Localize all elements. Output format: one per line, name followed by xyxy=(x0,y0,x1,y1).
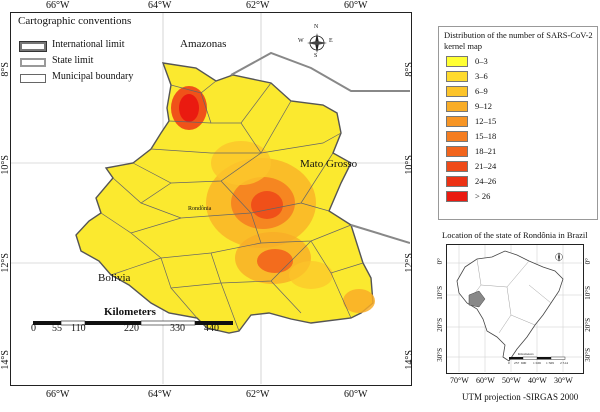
scale-label-55: 55 xyxy=(52,323,62,334)
inset-scale-label-257: 257 xyxy=(514,361,520,365)
legend-label: 21–24 xyxy=(475,161,497,171)
inset-title: Location of the state of Rondônia in Bra… xyxy=(442,230,588,240)
scale-label-330: 330 xyxy=(170,323,185,334)
tick-top-66w: 66°W xyxy=(46,0,70,11)
legend-label: 24–26 xyxy=(475,176,497,186)
inset-tick-bottom-60w: 60°W xyxy=(476,376,495,385)
tick-bottom-64w: 64°W xyxy=(148,389,172,400)
inset-scale-title: Kilometers xyxy=(518,352,534,356)
inset-tick-left-30s: 30°S xyxy=(436,348,444,362)
legend-label: 3–6 xyxy=(475,71,488,81)
compass-w: W xyxy=(298,38,304,44)
inset-tick-left-10s: 10°S xyxy=(436,286,444,300)
scale-label-0: 0 xyxy=(31,323,36,334)
inset-tick-bottom-40w: 40°W xyxy=(528,376,547,385)
international-limit-symbol xyxy=(19,41,47,52)
legend-title: Distribution of the number of SARS-CoV-2… xyxy=(444,30,593,51)
legend-swatch xyxy=(446,86,468,97)
tick-top-60w: 60°W xyxy=(344,0,368,11)
legend-swatch xyxy=(446,131,468,142)
label-amazonas: Amazonas xyxy=(180,38,227,50)
inset-tick-left-20s: 20°S xyxy=(436,318,444,332)
compass-rose-icon xyxy=(307,33,327,53)
inset-tick-bottom-50w: 50°W xyxy=(502,376,521,385)
municipal-boundaries xyxy=(100,80,364,332)
legend-swatch xyxy=(446,176,468,187)
inset-tick-right-20s: 20°S xyxy=(584,318,592,332)
inset-tick-right-30s: 30°S xyxy=(584,348,592,362)
inset-scale-bar xyxy=(509,356,566,360)
tick-bottom-66w: 66°W xyxy=(46,389,70,400)
inset-scale-label-1026: 1 026 xyxy=(533,361,541,365)
inset-tick-right-0: 0° xyxy=(584,258,592,265)
inset-compass-icon xyxy=(555,252,563,262)
legend-label: 6–9 xyxy=(475,86,488,96)
inset-scale-label-600: 600 xyxy=(521,361,527,365)
tick-left-10s: 10°S xyxy=(0,155,11,175)
label-mato-grosso: Mato Grosso xyxy=(300,158,358,170)
compass-s: S xyxy=(314,53,318,59)
legend-swatch xyxy=(446,56,468,67)
kernel-hotspots xyxy=(171,86,375,313)
tick-left-8s: 8°S xyxy=(0,62,11,77)
tick-bottom-60w: 60°W xyxy=(344,389,368,400)
inset-tick-left-0: 0° xyxy=(436,258,444,265)
legend-swatch xyxy=(446,71,468,82)
legend-label: > 26 xyxy=(475,191,491,201)
inset-scale-label-2514: 2 514 xyxy=(560,361,568,365)
state-limit-lines xyxy=(230,51,410,244)
tick-right-12s: 12°S xyxy=(404,253,415,273)
inset-brazil-map xyxy=(447,245,582,372)
scale-bar xyxy=(33,320,233,326)
compass-e: E xyxy=(329,38,333,44)
state-limit-symbol xyxy=(20,58,46,67)
legend-swatch xyxy=(446,191,468,202)
tick-right-8s: 8°S xyxy=(404,62,415,77)
legend-swatch xyxy=(446,161,468,172)
tick-top-62w: 62°W xyxy=(246,0,270,11)
inset-scale-label-1569: 1 569 xyxy=(546,361,554,365)
inset-tick-right-10s: 10°S xyxy=(584,286,592,300)
legend-label: 12–15 xyxy=(475,116,497,126)
scale-label-220: 220 xyxy=(124,323,139,334)
conventions-international: International limit xyxy=(52,39,125,50)
tick-left-12s: 12°S xyxy=(0,253,11,273)
projection-caption: UTM projection -SIRGAS 2000 xyxy=(462,392,579,402)
tick-right-14s: 14°S xyxy=(404,350,415,370)
inset-tick-bottom-30w: 30°W xyxy=(554,376,573,385)
tick-top-64w: 64°W xyxy=(148,0,172,11)
rondonia-kernel-map xyxy=(11,13,410,384)
brazil-outline xyxy=(456,250,564,362)
conventions-state: State limit xyxy=(52,55,94,66)
legend-swatch xyxy=(446,146,468,157)
tick-bottom-62w: 62°W xyxy=(246,389,270,400)
inset-tick-bottom-70w: 70°W xyxy=(450,376,469,385)
compass-n: N xyxy=(314,24,319,30)
legend-label: 15–18 xyxy=(475,131,497,141)
label-bolivia: Bolivia xyxy=(98,272,131,284)
tick-right-10s: 10°S xyxy=(404,155,415,175)
legend-swatch xyxy=(446,116,468,127)
municipal-boundary-symbol xyxy=(20,74,46,83)
rondonia-highlight xyxy=(468,290,486,308)
conventions-title: Cartographic conventions xyxy=(18,15,132,27)
legend-label: 0–3 xyxy=(475,56,488,66)
legend-label: 9–12 xyxy=(475,101,492,111)
tick-left-14s: 14°S xyxy=(0,350,11,370)
scale-label-110: 110 xyxy=(71,323,86,334)
inset-scale-label-0: 0 xyxy=(508,361,510,365)
scale-title: Kilometers xyxy=(104,306,156,318)
legend-label: 18–21 xyxy=(475,146,497,156)
label-rondonia: Rondônia xyxy=(188,206,212,212)
conventions-municipal: Municipal boundary xyxy=(52,71,134,82)
legend-swatch xyxy=(446,101,468,112)
scale-label-440: 440 xyxy=(204,323,219,334)
